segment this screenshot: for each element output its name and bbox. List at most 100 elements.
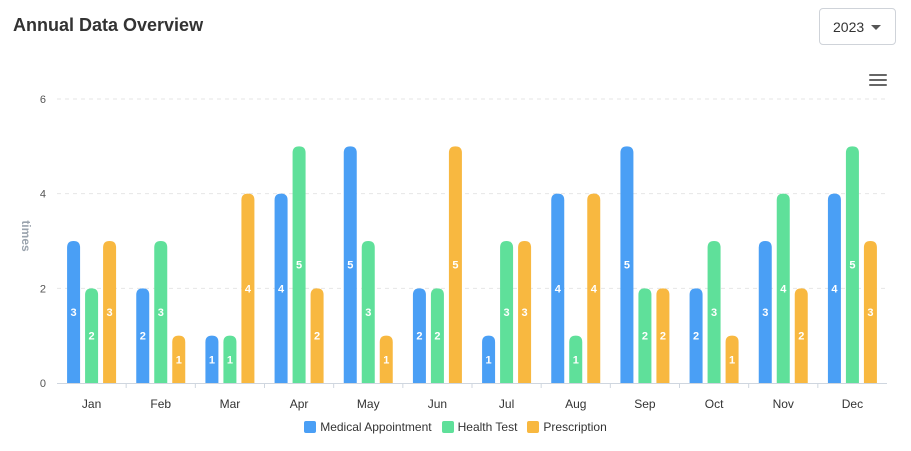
bar-data-label: 5 xyxy=(347,260,353,272)
bar-data-label: 3 xyxy=(158,307,164,319)
bar-data-label: 5 xyxy=(849,260,855,272)
bar-data-label: 1 xyxy=(486,354,492,366)
bar xyxy=(154,241,168,383)
bar-data-label: 4 xyxy=(245,283,252,295)
legend-item[interactable]: Medical Appointment xyxy=(304,420,432,434)
x-tick-label: Apr xyxy=(290,397,309,411)
bar xyxy=(689,288,703,383)
bar xyxy=(223,335,237,383)
bar xyxy=(794,288,808,383)
bar xyxy=(103,241,117,383)
bar-data-label: 2 xyxy=(416,331,422,343)
bar-data-label: 2 xyxy=(89,331,95,343)
bar xyxy=(776,193,790,383)
bar-data-label: 4 xyxy=(555,283,562,295)
bar-data-label: 5 xyxy=(296,260,302,272)
hamburger-menu-icon[interactable] xyxy=(869,74,887,88)
x-tick-label: Aug xyxy=(565,397,586,411)
bar-data-label: 2 xyxy=(693,331,699,343)
year-select-value: 2023 xyxy=(833,18,865,35)
bar-data-label: 3 xyxy=(711,307,717,319)
bar-data-label: 4 xyxy=(591,283,598,295)
bar xyxy=(638,288,652,383)
bar-data-label: 1 xyxy=(227,354,233,366)
bar-data-label: 1 xyxy=(573,354,579,366)
bar xyxy=(518,241,532,383)
bar xyxy=(172,335,186,383)
bar-data-label: 3 xyxy=(504,307,510,319)
legend-item[interactable]: Prescription xyxy=(527,420,607,434)
legend-item[interactable]: Health Test xyxy=(441,420,518,434)
legend-swatch xyxy=(441,421,454,433)
y-tick-label: 4 xyxy=(40,189,46,201)
bar-data-label: 4 xyxy=(278,283,285,295)
bar xyxy=(758,241,772,383)
bar xyxy=(274,193,288,383)
bar xyxy=(310,288,324,383)
bar-data-label: 4 xyxy=(780,283,787,295)
y-tick-label: 6 xyxy=(40,94,46,106)
bar-data-label: 5 xyxy=(624,260,630,272)
bar-data-label: 3 xyxy=(762,307,768,319)
bar-data-label: 2 xyxy=(434,331,440,343)
x-tick-label: Jun xyxy=(428,397,447,411)
x-tick-label: Oct xyxy=(705,397,724,411)
bar-data-label: 1 xyxy=(176,354,182,366)
legend-label: Health Test xyxy=(457,420,518,434)
year-select[interactable]: 2023 xyxy=(819,8,896,45)
bar-data-label: 1 xyxy=(729,354,735,366)
bar-data-label: 5 xyxy=(452,260,458,272)
y-tick-label: 2 xyxy=(40,283,46,295)
bar xyxy=(620,146,634,383)
x-tick-label: Feb xyxy=(150,397,171,411)
bar xyxy=(656,288,670,383)
bar xyxy=(725,335,739,383)
bar xyxy=(292,146,306,383)
bar xyxy=(67,241,81,383)
bar xyxy=(482,335,496,383)
y-tick-label: 0 xyxy=(40,378,46,390)
x-tick-label: Sep xyxy=(634,397,656,411)
x-tick-label: Jul xyxy=(499,397,514,411)
bar xyxy=(569,335,583,383)
bar xyxy=(379,335,393,383)
bar xyxy=(587,193,601,383)
bar xyxy=(85,288,99,383)
bar xyxy=(361,241,375,383)
bar xyxy=(136,288,150,383)
bar xyxy=(430,288,444,383)
bar-data-label: 2 xyxy=(642,331,648,343)
x-tick-label: Dec xyxy=(842,397,863,411)
bar-data-label: 3 xyxy=(71,307,77,319)
bar xyxy=(551,193,565,383)
legend-swatch xyxy=(527,421,540,433)
bar-data-label: 3 xyxy=(522,307,528,319)
bar xyxy=(343,146,357,383)
chevron-down-icon xyxy=(871,25,881,30)
page-title: Annual Data Overview xyxy=(13,15,204,35)
bar-data-label: 3 xyxy=(867,307,873,319)
bar-data-label: 2 xyxy=(660,331,666,343)
x-tick-label: Mar xyxy=(220,397,241,411)
y-axis-label: times xyxy=(19,220,33,252)
x-tick-label: Jan xyxy=(82,397,101,411)
chart-legend: Medical Appointment Health Test Prescripti… xyxy=(0,420,911,434)
bar-data-label: 2 xyxy=(140,331,146,343)
x-tick-label: Nov xyxy=(773,397,794,411)
bar xyxy=(205,335,219,383)
bar-data-label: 3 xyxy=(107,307,113,319)
bar xyxy=(412,288,426,383)
bar xyxy=(241,193,255,383)
bar-data-label: 2 xyxy=(314,331,320,343)
legend-swatch xyxy=(304,421,317,433)
bar-data-label: 1 xyxy=(209,354,215,366)
bar-data-label: 3 xyxy=(365,307,371,319)
bar xyxy=(707,241,721,383)
legend-label: Medical Appointment xyxy=(320,420,432,434)
x-tick-label: May xyxy=(357,397,380,411)
bar-data-label: 4 xyxy=(831,283,838,295)
bar-data-label: 1 xyxy=(383,354,389,366)
bar xyxy=(448,146,462,383)
bar xyxy=(845,146,859,383)
